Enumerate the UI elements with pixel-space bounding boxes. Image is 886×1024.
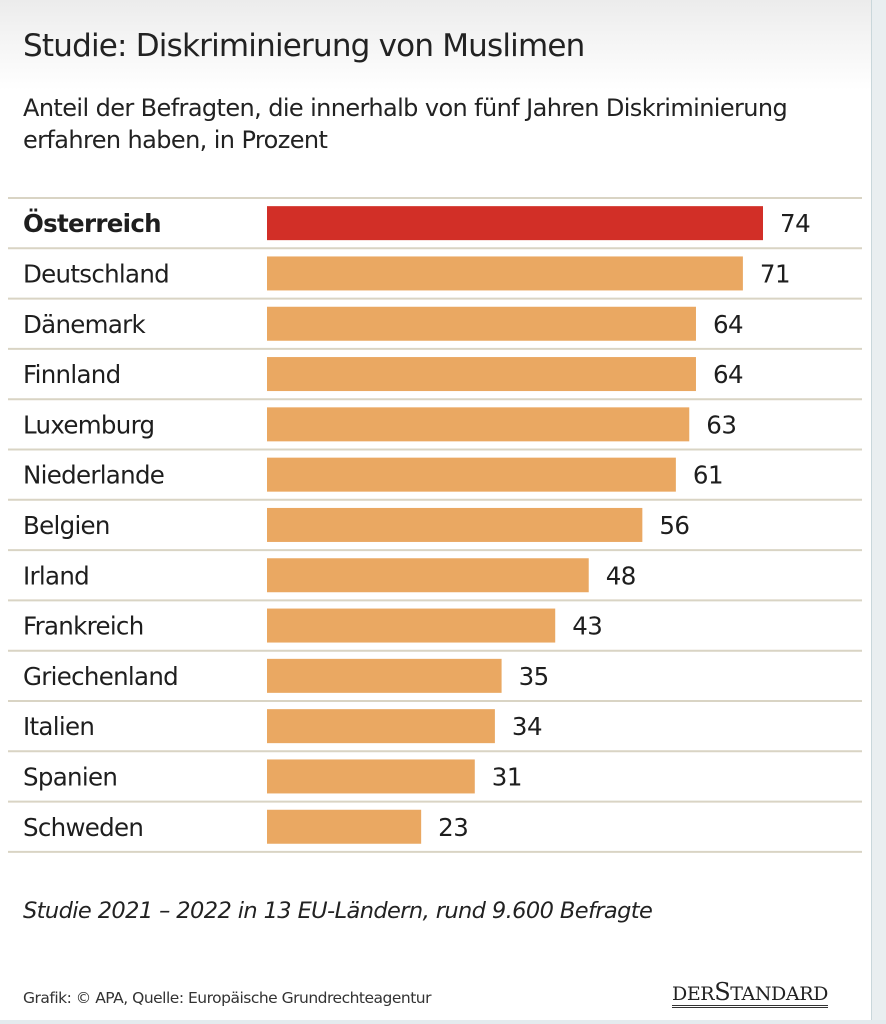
bar: [267, 407, 690, 442]
category-label: Italien: [23, 712, 94, 741]
chart-subtitle: Anteil der Befragten, die innerhalb von …: [23, 94, 788, 154]
category-label: Spanien: [23, 762, 117, 791]
value-label: 71: [760, 259, 790, 288]
value-label: 34: [512, 712, 542, 741]
value-label: 35: [519, 662, 549, 691]
bar: [267, 256, 743, 291]
bar: [267, 709, 495, 744]
bar: [267, 306, 696, 341]
category-label: Luxemburg: [23, 410, 154, 439]
bar-row: Spanien 31: [23, 759, 522, 794]
value-label: 64: [713, 310, 743, 339]
bar-row: Irland 48: [23, 558, 636, 593]
chart-title: Studie: Diskriminierung von Muslimen: [23, 28, 585, 64]
bar-row: Österreich 74: [23, 206, 811, 241]
right-border: [871, 0, 886, 1024]
bottom-border: [0, 1020, 886, 1024]
bar-row: Griechenland 35: [23, 658, 549, 693]
logo-tandard: TANDARD: [730, 983, 828, 1005]
category-label: Niederlande: [23, 461, 164, 490]
bar: [267, 809, 422, 844]
value-label: 61: [693, 461, 723, 490]
bar-row: Deutschland 71: [23, 256, 791, 291]
value-label: 43: [572, 612, 602, 641]
bar-row: Dänemark 64: [23, 306, 744, 341]
bar: [267, 206, 763, 241]
source-credit: Grafik: © APA, Quelle: Europäische Grund…: [23, 989, 432, 1007]
bar-row: Luxemburg 63: [23, 407, 737, 442]
bar-row: Frankreich 43: [23, 608, 603, 643]
bar: [267, 507, 643, 542]
value-label: 63: [706, 410, 736, 439]
value-label: 31: [492, 762, 522, 791]
value-label: 23: [438, 813, 468, 842]
study-note: Studie 2021 – 2022 in 13 EU-Ländern, run…: [23, 898, 653, 924]
bar-row: Schweden 23: [23, 809, 469, 844]
category-label: Dänemark: [23, 310, 147, 339]
bar: [267, 558, 589, 593]
derstandard-logo: DERSTANDARD: [672, 980, 828, 1008]
logo-s: S: [714, 978, 731, 1006]
bar: [267, 357, 696, 392]
bar-row: Italien 34: [23, 709, 543, 744]
bar-row: Finnland 64: [23, 357, 744, 392]
value-label: 48: [606, 561, 636, 590]
category-label: Finnland: [23, 360, 120, 389]
category-label: Schweden: [23, 813, 143, 842]
bar: [267, 759, 475, 794]
bar: [267, 608, 556, 643]
bar-row: Niederlande 61: [23, 457, 724, 492]
value-label: 56: [659, 511, 689, 540]
category-label: Frankreich: [23, 612, 144, 641]
category-label: Griechenland: [23, 662, 178, 691]
category-label: Belgien: [23, 511, 110, 540]
category-label: Österreich: [23, 208, 161, 238]
category-label: Irland: [23, 561, 89, 590]
header-background: [0, 0, 886, 90]
category-label: Deutschland: [23, 259, 169, 288]
bar-row: Belgien 56: [23, 507, 690, 542]
bar: [267, 457, 676, 492]
logo-der: DER: [672, 983, 715, 1005]
bar: [267, 658, 502, 693]
value-label: 64: [713, 360, 743, 389]
value-label: 74: [780, 209, 810, 238]
